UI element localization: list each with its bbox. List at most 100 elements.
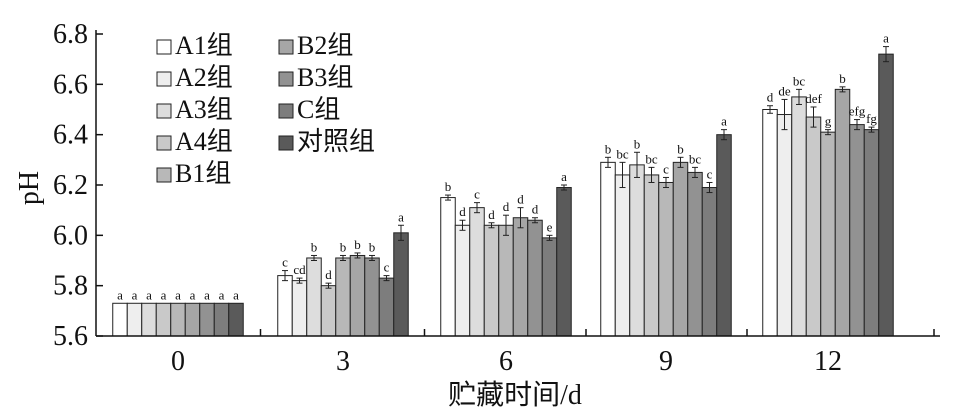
legend-label: A4组 xyxy=(175,127,233,156)
bar xyxy=(600,161,616,337)
significance-label: bc xyxy=(689,151,702,166)
legend-swatch xyxy=(156,135,172,151)
y-tick-label: 6.6 xyxy=(53,69,88,100)
legend-label: B3组 xyxy=(297,63,353,92)
significance-label: d xyxy=(325,267,332,282)
x-tick-label: 0 xyxy=(171,346,185,377)
bar xyxy=(291,280,308,337)
significance-label: b xyxy=(445,179,452,194)
bar xyxy=(306,257,322,337)
significance-label: a xyxy=(117,287,123,302)
legend-swatch xyxy=(278,103,294,119)
legend-swatch xyxy=(156,39,172,55)
significance-label: a xyxy=(175,287,181,302)
bar xyxy=(878,53,894,337)
legend-label: B1组 xyxy=(175,159,231,188)
y-tick-label: 6.2 xyxy=(53,170,88,201)
bar xyxy=(364,257,380,337)
legend-swatch xyxy=(278,71,294,87)
significance-label: d xyxy=(503,199,510,214)
significance-label: b xyxy=(605,141,612,156)
legend-label: A3组 xyxy=(175,95,233,124)
bar xyxy=(126,302,143,337)
bar xyxy=(155,302,172,337)
significance-label: b xyxy=(677,141,684,156)
significance-label: d xyxy=(517,192,524,207)
bar xyxy=(378,277,395,337)
bar xyxy=(687,171,703,337)
x-tick-label: 3 xyxy=(336,346,350,377)
significance-label: fg xyxy=(866,111,877,126)
bar xyxy=(320,285,337,337)
bar xyxy=(112,302,128,337)
significance-label: a xyxy=(204,287,210,302)
bar xyxy=(393,232,409,337)
x-tick-label: 12 xyxy=(814,346,842,377)
bar xyxy=(849,124,865,337)
significance-label: bc xyxy=(645,151,658,166)
y-axis-label: pH xyxy=(14,171,45,205)
significance-label: b xyxy=(369,239,376,254)
bar xyxy=(762,109,778,337)
axes xyxy=(95,30,940,337)
bar xyxy=(141,302,157,337)
x-tick-label: 6 xyxy=(499,346,513,377)
bar xyxy=(701,187,718,337)
bar xyxy=(643,174,660,337)
significance-label: bc xyxy=(793,73,806,88)
significance-label: a xyxy=(721,114,727,129)
significance-label: g xyxy=(825,114,832,129)
bar xyxy=(834,88,851,337)
significance-label: e xyxy=(547,219,553,234)
significance-label: a xyxy=(190,287,196,302)
bar xyxy=(335,257,351,337)
significance-label: c xyxy=(384,260,390,275)
bar xyxy=(658,181,674,337)
bar xyxy=(791,96,807,337)
bar xyxy=(629,164,645,337)
significance-label: a xyxy=(233,287,239,302)
significance-label: a xyxy=(883,31,889,46)
y-tick-label: 6.4 xyxy=(53,120,88,151)
bar xyxy=(805,116,822,337)
significance-label: efg xyxy=(849,104,866,119)
significance-label: c xyxy=(707,166,713,181)
significance-label: c xyxy=(282,255,288,270)
significance-label: c xyxy=(663,161,669,176)
bar xyxy=(527,219,543,337)
bar xyxy=(541,237,558,337)
significance-label: a xyxy=(161,287,167,302)
bar xyxy=(277,275,293,337)
significance-label: cd xyxy=(293,262,306,277)
y-tick-label: 6.8 xyxy=(53,19,88,50)
bar xyxy=(820,131,836,337)
significance-label: d xyxy=(767,90,774,105)
bar xyxy=(228,302,244,337)
significance-label: def xyxy=(805,91,822,106)
tick-labels: 5.6 5.8 6.0 6.2 6.4 6.6 6.8 0 3 6 9 12 xyxy=(53,19,842,377)
bar xyxy=(469,207,485,337)
significance-label: b xyxy=(354,237,361,252)
significance-label: a xyxy=(561,169,567,184)
bar xyxy=(199,302,215,337)
significance-label: b xyxy=(311,239,318,254)
legend-label: A2组 xyxy=(175,63,233,92)
bar xyxy=(440,197,456,337)
bar xyxy=(184,302,201,337)
bars-layer xyxy=(112,53,894,337)
y-tick-label: 5.8 xyxy=(53,271,88,302)
significance-label: b xyxy=(839,71,846,86)
bar xyxy=(498,224,514,337)
bar xyxy=(863,129,880,337)
x-tick-label: 9 xyxy=(659,346,673,377)
bar xyxy=(483,224,500,337)
significance-label: b xyxy=(634,136,641,151)
significance-label: b xyxy=(340,239,347,254)
significance-label: a xyxy=(219,287,225,302)
legend-label: B2组 xyxy=(297,31,353,60)
bar xyxy=(556,187,572,337)
legend-swatch xyxy=(156,167,172,183)
